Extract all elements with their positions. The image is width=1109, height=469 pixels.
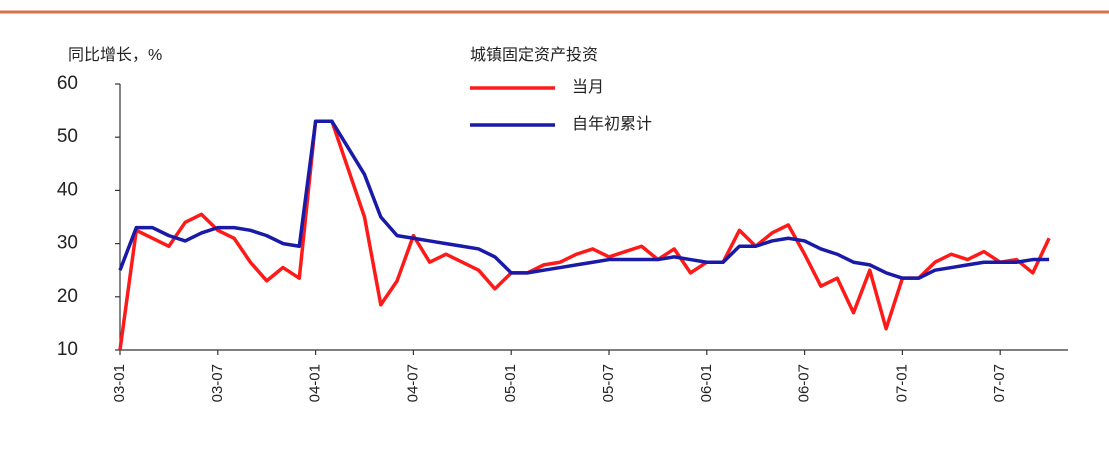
- y-tick-label: 40: [57, 179, 78, 200]
- y-tick-label: 30: [57, 233, 78, 254]
- x-tick-label: 05-01: [502, 364, 519, 402]
- y-axis-label: 同比增长，%: [68, 46, 162, 64]
- x-tick-label: 04-01: [307, 364, 324, 402]
- series-line: [118, 119, 1051, 351]
- x-tick-label: 04-07: [404, 364, 421, 402]
- x-tick-label: 07-01: [893, 364, 910, 402]
- x-tick-label: 06-07: [796, 364, 813, 402]
- y-tick-label: 10: [57, 339, 78, 360]
- x-tick-label: 05-07: [600, 364, 617, 402]
- y-tick-label: 60: [57, 73, 78, 94]
- legend-label: 自年初累计: [572, 115, 652, 133]
- chart-title: 城镇固定资产投资: [470, 46, 598, 64]
- y-tick-label: 50: [57, 126, 78, 147]
- x-tick-label: 03-07: [209, 364, 226, 402]
- x-tick-label: 03-01: [111, 364, 128, 402]
- legend-label: 当月: [572, 78, 604, 96]
- y-tick-label: 20: [57, 286, 78, 307]
- x-tick-label: 07-07: [991, 364, 1008, 402]
- x-tick-label: 06-01: [698, 364, 715, 402]
- series-line: [118, 119, 1050, 280]
